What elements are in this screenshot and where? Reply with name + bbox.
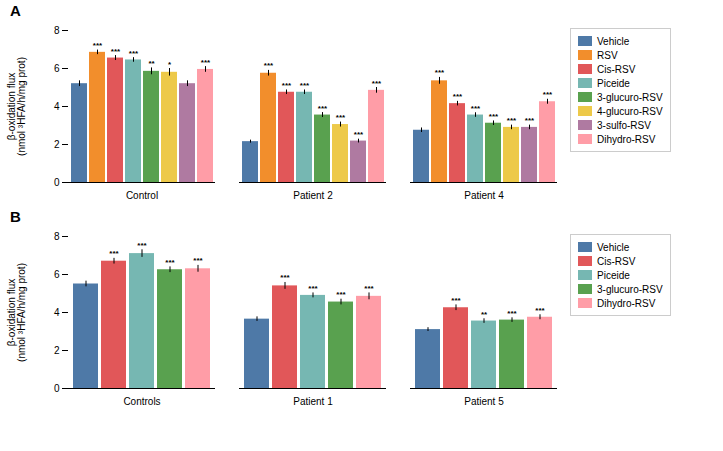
svg-text:Patient 5: Patient 5 bbox=[464, 396, 504, 407]
svg-text:2: 2 bbox=[54, 139, 60, 150]
svg-text:***: *** bbox=[451, 296, 461, 305]
svg-text:***: *** bbox=[543, 90, 553, 99]
svg-text:***: *** bbox=[372, 79, 382, 88]
svg-text:0: 0 bbox=[54, 383, 60, 394]
html-text:Piceide: Piceide bbox=[597, 77, 630, 89]
svg-text:***: *** bbox=[201, 58, 211, 67]
svg-text:8: 8 bbox=[54, 25, 60, 36]
html-text:RSV: RSV bbox=[597, 49, 618, 61]
svg-text:β-oxidation flux(nmol ³HFA/h/m: β-oxidation flux(nmol ³HFA/h/mg prot) bbox=[6, 263, 27, 362]
svg-text:***: *** bbox=[354, 130, 364, 139]
svg-text:***: *** bbox=[336, 290, 346, 299]
svg-text:***: *** bbox=[489, 112, 499, 121]
svg-text:4: 4 bbox=[54, 307, 60, 318]
svg-text:***: *** bbox=[193, 256, 203, 265]
svg-text:***: *** bbox=[111, 47, 121, 56]
html-text:Dihydro-RSV: Dihydro-RSV bbox=[597, 133, 656, 145]
svg-text:6: 6 bbox=[54, 63, 60, 74]
svg-text:***: *** bbox=[109, 249, 119, 258]
html-text:Piceide: Piceide bbox=[597, 269, 630, 281]
svg-text:***: *** bbox=[318, 104, 328, 113]
html-text:Cis-RSV: Cis-RSV bbox=[597, 255, 636, 267]
html-text:Dihydro-RSV: Dihydro-RSV bbox=[597, 297, 656, 309]
html-text:Cis-RSV: Cis-RSV bbox=[597, 63, 636, 75]
html-text:A: A bbox=[10, 2, 21, 19]
svg-text:***: *** bbox=[507, 309, 517, 318]
svg-text:***: *** bbox=[453, 92, 463, 101]
svg-text:8: 8 bbox=[54, 231, 60, 242]
svg-text:Patient 4: Patient 4 bbox=[464, 190, 504, 201]
svg-text:***: *** bbox=[535, 306, 545, 315]
svg-text:***: *** bbox=[300, 81, 310, 90]
svg-text:*: * bbox=[168, 60, 172, 69]
svg-text:***: *** bbox=[308, 284, 318, 293]
svg-text:***: *** bbox=[129, 49, 139, 58]
svg-text:4: 4 bbox=[54, 101, 60, 112]
svg-text:**: ** bbox=[481, 310, 488, 319]
svg-text:Control: Control bbox=[126, 190, 158, 201]
svg-text:***: *** bbox=[435, 68, 445, 77]
html-text:4-glucuro-RSV: 4-glucuro-RSV bbox=[597, 105, 663, 117]
svg-text:***: *** bbox=[165, 258, 175, 267]
svg-text:0: 0 bbox=[54, 177, 60, 188]
svg-text:β-oxidation flux(nmol ³HFA/h/m: β-oxidation flux(nmol ³HFA/h/mg prot) bbox=[6, 57, 27, 156]
html-text:Vehicle: Vehicle bbox=[597, 35, 630, 47]
html-text:3-sulfo-RSV: 3-sulfo-RSV bbox=[597, 119, 651, 131]
svg-text:Patient 2: Patient 2 bbox=[293, 190, 333, 201]
html-text:3-glucuro-RSV: 3-glucuro-RSV bbox=[597, 283, 663, 295]
svg-text:***: *** bbox=[471, 104, 481, 113]
svg-text:Patient 1: Patient 1 bbox=[293, 396, 333, 407]
html-text:Vehicle: Vehicle bbox=[597, 241, 630, 253]
svg-text:***: *** bbox=[525, 116, 535, 125]
svg-text:***: *** bbox=[280, 273, 290, 282]
svg-text:***: *** bbox=[282, 81, 292, 90]
html-text:B: B bbox=[10, 208, 21, 225]
html-text:3-glucuro-RSV: 3-glucuro-RSV bbox=[597, 91, 663, 103]
svg-text:2: 2 bbox=[54, 345, 60, 356]
svg-text:Controls: Controls bbox=[123, 396, 160, 407]
svg-text:***: *** bbox=[336, 113, 346, 122]
svg-text:***: *** bbox=[93, 41, 103, 50]
svg-text:***: *** bbox=[264, 61, 274, 70]
svg-text:***: *** bbox=[507, 116, 517, 125]
svg-text:***: *** bbox=[364, 284, 374, 293]
svg-text:6: 6 bbox=[54, 269, 60, 280]
svg-text:**: ** bbox=[148, 59, 155, 68]
svg-text:***: *** bbox=[137, 241, 147, 250]
